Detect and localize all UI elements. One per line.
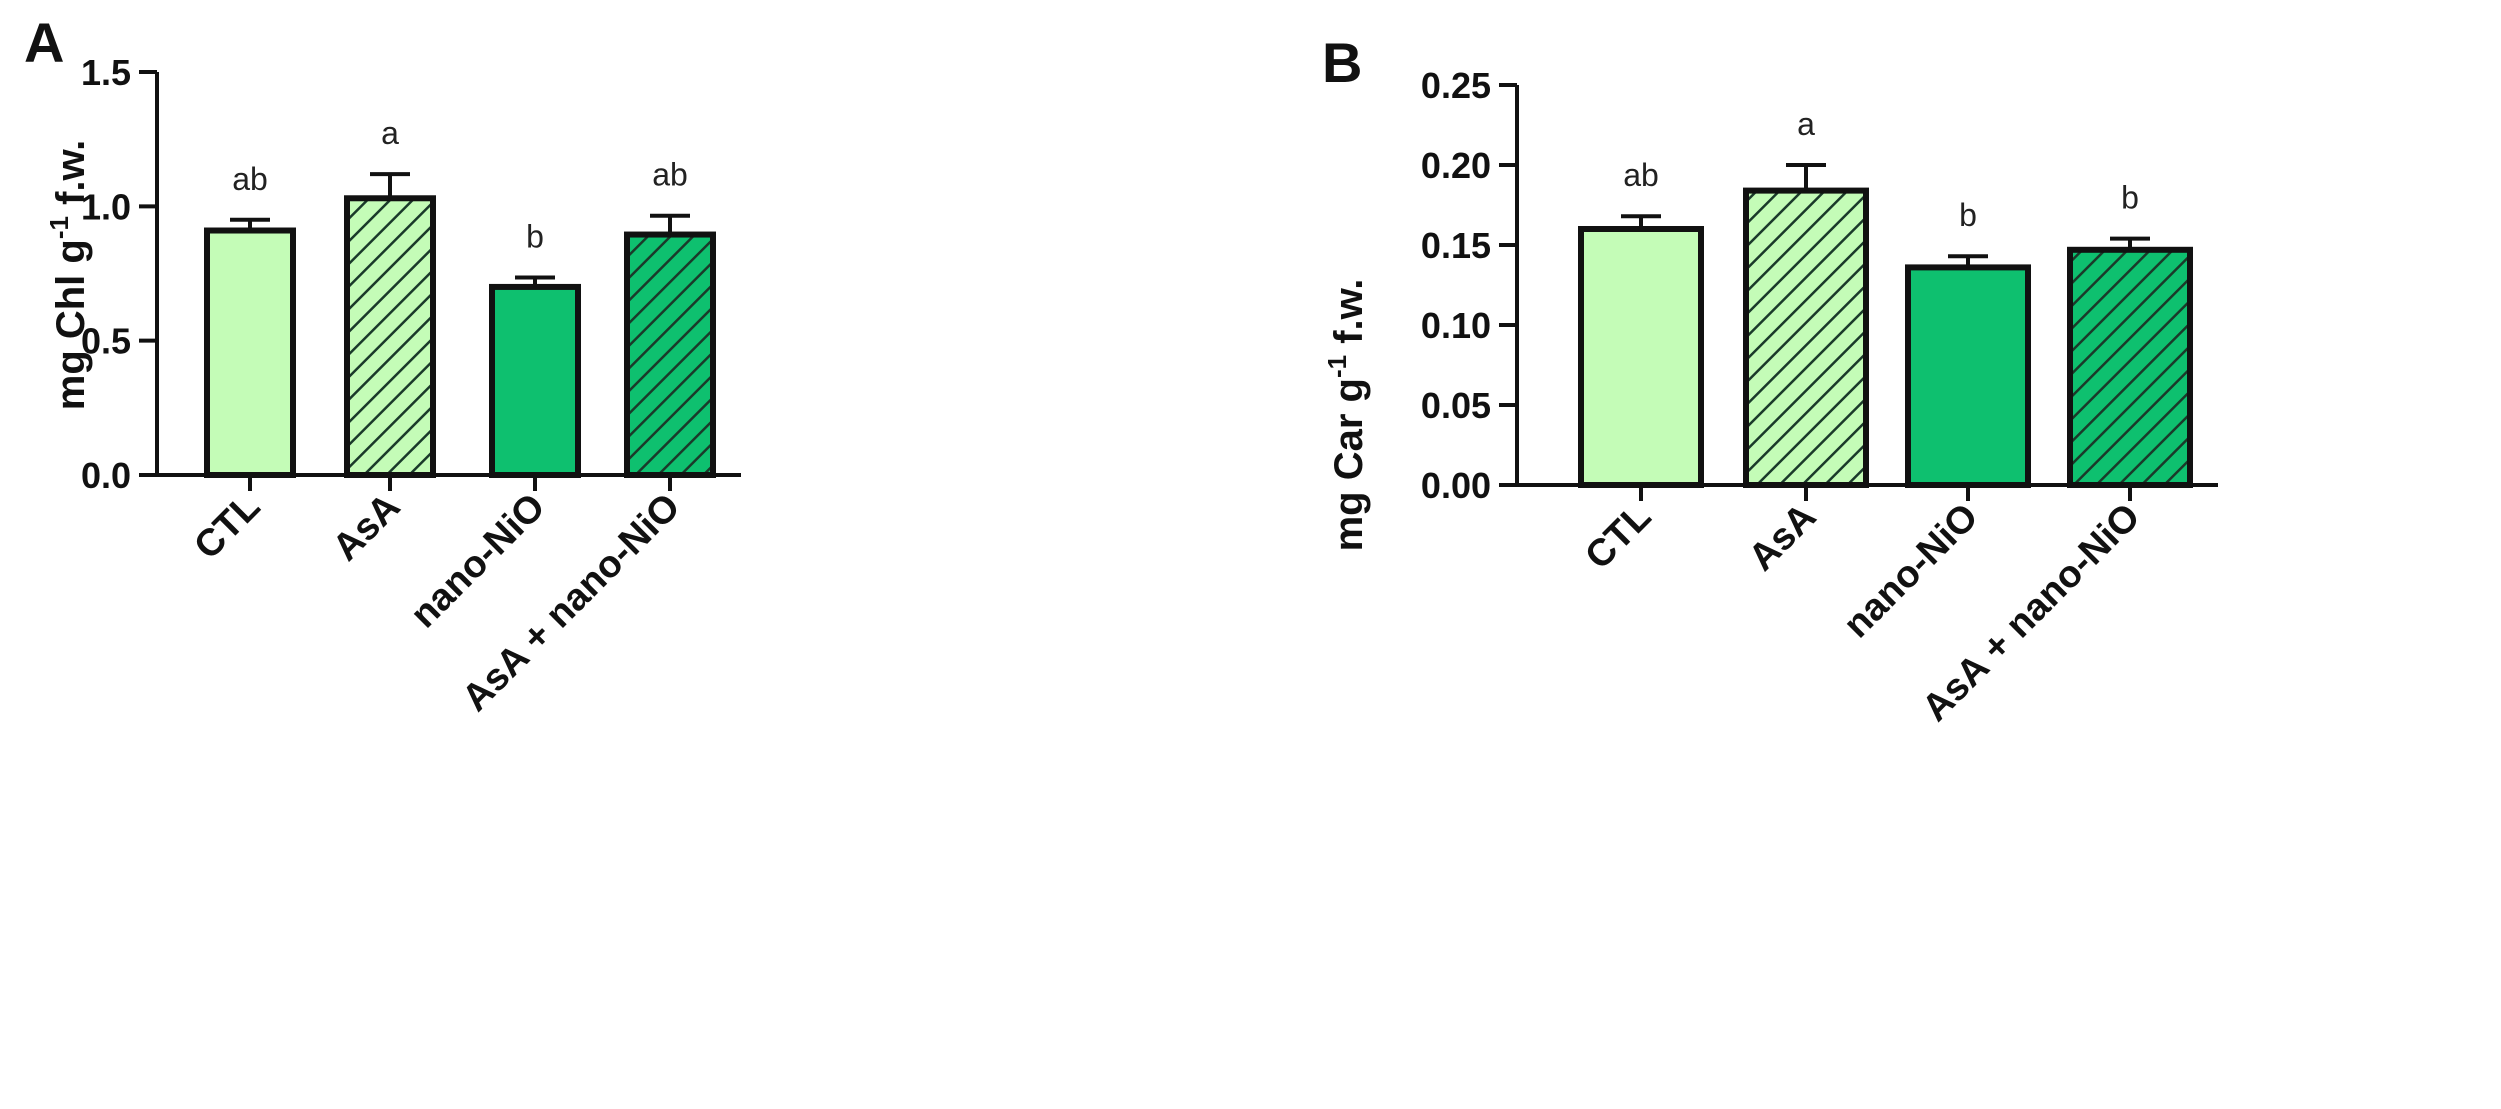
panel-letter-b: B xyxy=(1322,31,1362,94)
y-label-main-b: mg Car g xyxy=(1327,378,1371,551)
significance-label-asa-a: a xyxy=(381,115,399,151)
bar-ctl-a xyxy=(204,227,296,478)
error-bar-ctl-a xyxy=(230,217,270,231)
significance-label-ctl-b: ab xyxy=(1623,157,1659,193)
y-tick-label-a: 0.0 xyxy=(81,455,131,496)
bar-nano-nio-a xyxy=(489,283,581,478)
y-ticks-a: 0.0 0.5 1.0 1.5 xyxy=(81,52,157,496)
category-label-asa-b: AsA xyxy=(1741,496,1824,579)
y-tick-label-a: 1.5 xyxy=(81,52,131,93)
category-label-ctl-a: CTL xyxy=(186,486,268,568)
bar-ctl-b xyxy=(1578,226,1704,488)
error-bar-asa-nano-nio-b xyxy=(2110,236,2150,250)
significance-label-nano-nio-a: b xyxy=(526,219,544,255)
error-bar-nano-nio-a xyxy=(515,275,555,287)
error-bar-nano-nio-b xyxy=(1948,254,1988,268)
y-tick-label-a: 1.0 xyxy=(81,186,131,227)
y-tick-label-a: 0.5 xyxy=(81,321,131,362)
y-axis-label-a: mg Chl g-1 f.w. xyxy=(44,140,93,411)
error-bar-asa-a xyxy=(370,172,410,199)
error-bar-ctl-b xyxy=(1621,214,1661,229)
category-label-nano-nio-b: nano-NiO xyxy=(1836,496,1987,647)
y-label-tail-b: f.w. xyxy=(1327,279,1371,355)
bars-a xyxy=(204,195,716,478)
bar-asa-nano-nio-a xyxy=(624,231,716,478)
y-axis-label-b: mg Car g-1 f.w. xyxy=(1322,279,1371,552)
panel-letter-a: A xyxy=(24,11,64,74)
panel-b: B mg Car g-1 f.w. 0.000.050.100.150.200.… xyxy=(1322,31,2218,730)
significance-label-asa-nano-nio-a: ab xyxy=(652,157,688,193)
bar-asa-b xyxy=(1743,187,1869,488)
bars-b xyxy=(1578,187,2193,488)
y-ticks-b: 0.00 0.05 0.10 0.15 0.20 0.25 xyxy=(1421,65,1517,506)
y-label-sup-a: -1 xyxy=(44,216,74,239)
y-label-sup-b: -1 xyxy=(1322,355,1352,378)
y-tick-label-b: 0.10 xyxy=(1421,305,1491,346)
y-tick-label-b: 0.25 xyxy=(1421,65,1491,106)
y-label-main-a: mg Chl g xyxy=(49,239,93,410)
error-bar-asa-b xyxy=(1786,163,1826,191)
bar-nano-nio-b xyxy=(1905,264,2031,488)
error-bars-b xyxy=(1621,163,2150,268)
significance-label-nano-nio-b: b xyxy=(1959,197,1977,233)
significance-label-ctl-a: ab xyxy=(232,161,268,197)
y-tick-label-b: 0.05 xyxy=(1421,385,1491,426)
error-bars-a xyxy=(230,172,690,287)
category-label-ctl-b: CTL xyxy=(1577,496,1659,578)
y-label-tail-a: f.w. xyxy=(49,140,93,216)
significance-label-asa-b: a xyxy=(1797,106,1815,142)
bar-asa-nano-nio-b xyxy=(2067,246,2193,488)
bar-asa-a xyxy=(344,195,436,478)
y-tick-label-b: 0.00 xyxy=(1421,465,1491,506)
error-bar-asa-nano-nio-a xyxy=(650,213,690,235)
significance-label-asa-nano-nio-b: b xyxy=(2121,180,2139,216)
y-tick-label-b: 0.15 xyxy=(1421,225,1491,266)
y-tick-label-b: 0.20 xyxy=(1421,145,1491,186)
category-label-asa-a: AsA xyxy=(325,486,408,569)
